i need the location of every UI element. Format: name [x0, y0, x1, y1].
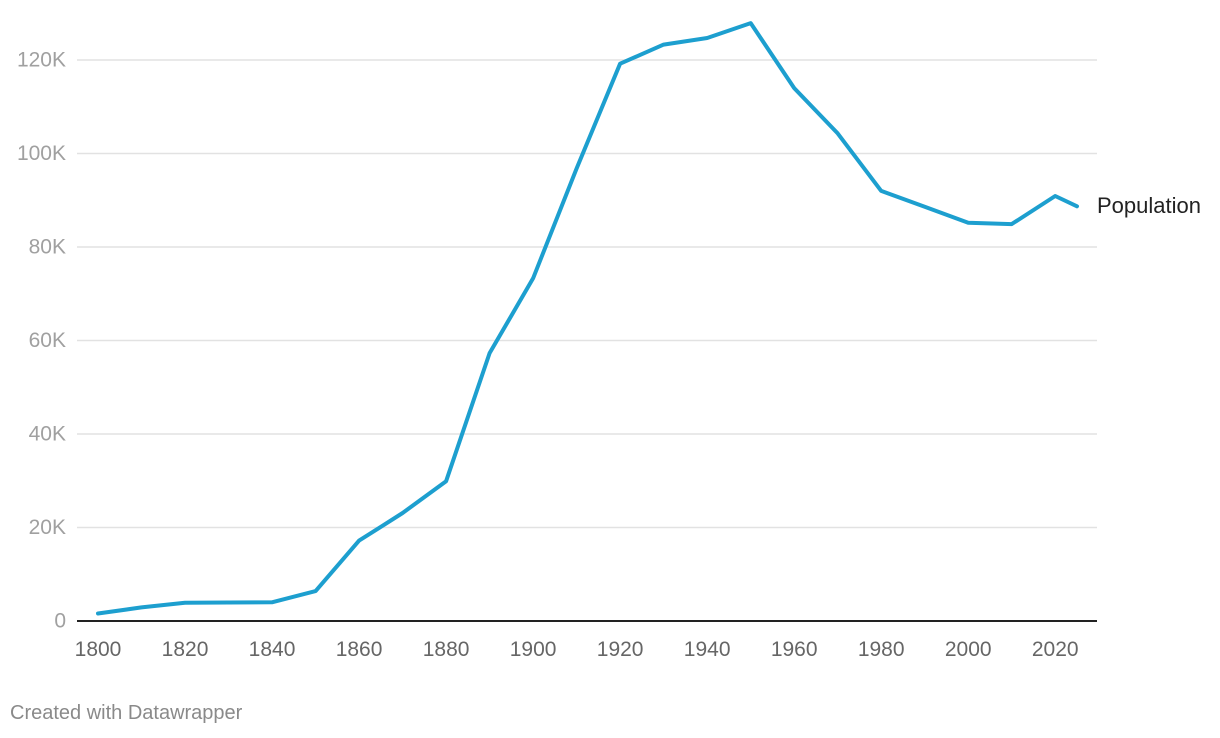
x-tick-label-2020: 2020 [1032, 638, 1079, 661]
y-tick-label-120000: 120K [17, 49, 66, 72]
x-tick-label-1920: 1920 [597, 638, 644, 661]
x-tick-label-1900: 1900 [510, 638, 557, 661]
x-tick-label-1880: 1880 [423, 638, 470, 661]
x-tick-label-1840: 1840 [249, 638, 296, 661]
y-tick-label-20000: 20K [29, 516, 66, 539]
line-chart: 0 20K 40K 60K 80K 100K 120K 1800 1820 1840 1860 188… [17, 21, 1201, 661]
y-tick-label-60000: 60K [29, 329, 66, 352]
y-tick-label-100000: 100K [17, 142, 66, 165]
series-line-population [96, 21, 1079, 616]
x-tick-label-1860: 1860 [336, 638, 383, 661]
x-tick-label-1940: 1940 [684, 638, 731, 661]
y-tick-label-0: 0 [54, 610, 66, 633]
y-tick-label-80000: 80K [29, 236, 66, 259]
x-tick-label-2000: 2000 [945, 638, 992, 661]
x-tick-label-1800: 1800 [75, 638, 122, 661]
series-label-population: Population [1097, 193, 1201, 218]
x-tick-label-1960: 1960 [771, 638, 818, 661]
credit-text[interactable]: Created with Datawrapper [10, 702, 243, 724]
x-tick-label-1980: 1980 [858, 638, 905, 661]
x-tick-label-1820: 1820 [162, 638, 209, 661]
y-tick-label-40000: 40K [29, 423, 66, 446]
